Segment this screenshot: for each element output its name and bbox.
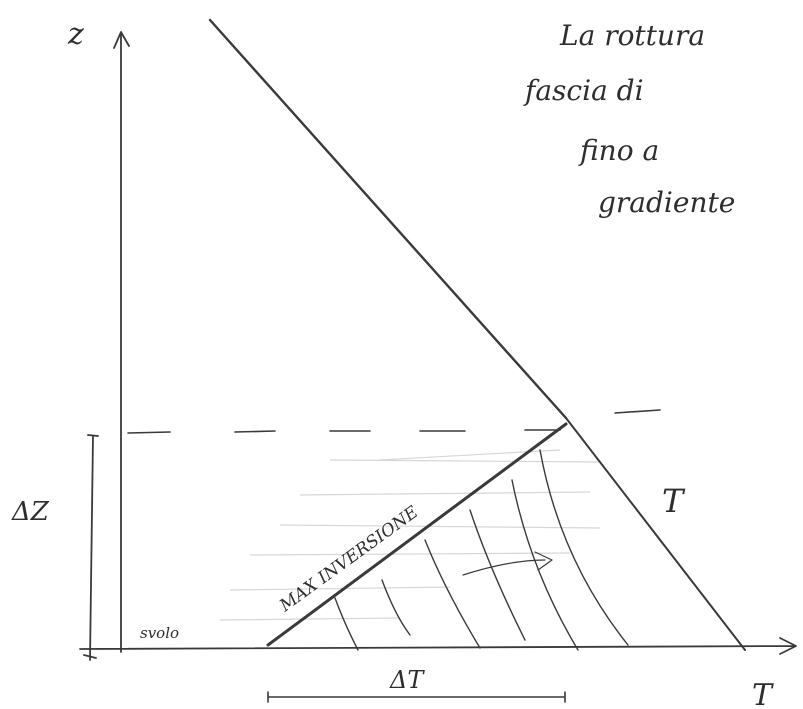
delta-t-label: ΔT bbox=[389, 666, 425, 694]
note-line: gradiente bbox=[598, 186, 735, 219]
inversion-label: MAX INVERSIONE bbox=[275, 502, 422, 617]
note-line: La rottura bbox=[559, 19, 705, 52]
inversion-line bbox=[268, 424, 566, 645]
z-axis bbox=[114, 32, 129, 652]
note-line: fascia di bbox=[523, 74, 644, 107]
background-hatch bbox=[220, 450, 600, 620]
lower-profile bbox=[566, 418, 745, 650]
hatch-curves bbox=[335, 450, 628, 650]
upper-profile bbox=[210, 20, 566, 418]
z-label: z bbox=[67, 17, 84, 52]
note-line: fino a bbox=[578, 134, 659, 167]
profile-lines bbox=[84, 20, 745, 702]
dashed-line bbox=[128, 410, 660, 433]
delta-z-bracket bbox=[84, 435, 98, 660]
profile-label: T bbox=[662, 482, 686, 520]
ground-label: svolo bbox=[140, 624, 179, 642]
faint-lines bbox=[220, 450, 600, 620]
sketch: z T La rottura fascia di fino a gradient… bbox=[0, 0, 803, 709]
axes bbox=[80, 32, 796, 654]
t-label: T bbox=[752, 678, 774, 709]
page: {"axis_labels": {"vertical": "z", "horiz… bbox=[0, 0, 803, 709]
t-axis bbox=[80, 638, 796, 654]
delta-z-label: ΔZ bbox=[11, 497, 50, 527]
